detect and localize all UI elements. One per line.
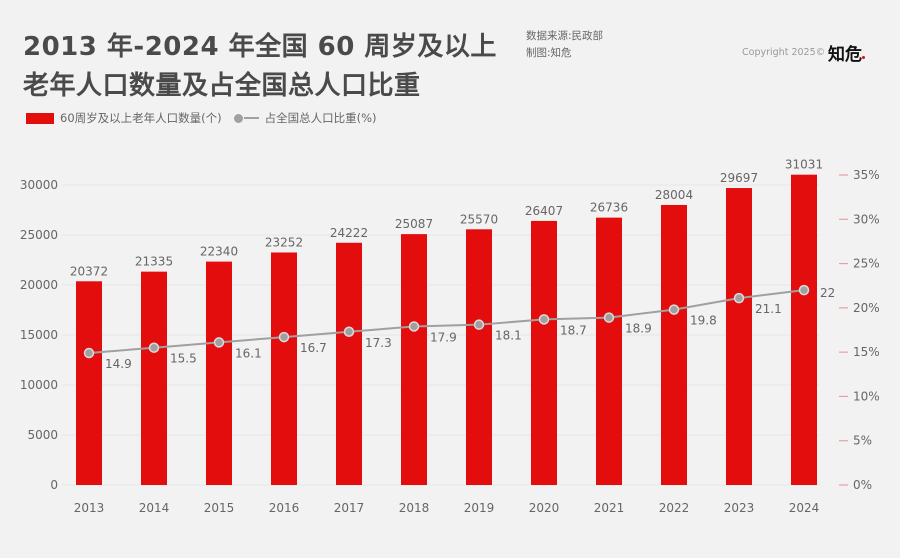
data-source: 数据来源:民政部 [526,30,604,42]
right-axis-ticks: 0% 5% 10% 15% 20% 25% 30% 35% [839,168,880,492]
ratio-point [538,314,550,325]
ratio-point [798,284,810,296]
ratio-point [733,292,745,304]
bar-value-label: 26407 [525,204,563,218]
ratio-value-label: 17.3 [365,336,392,350]
right-axis-tick-label: 5% [853,434,872,448]
chart-author: 制图:知危 [526,47,572,59]
x-axis-tick-label: 2015 [204,501,235,515]
x-axis-tick-label: 2021 [594,501,625,515]
left-axis-tick-label: 20000 [20,278,58,292]
bar [401,234,427,485]
ratio-value-label: 16.7 [300,341,327,355]
right-axis-tick-label: 20% [853,301,880,315]
ratio-value-labels: 14.9 15.5 16.1 16.7 17.3 17.9 18.1 18.7 18.9 19.8… [105,286,835,371]
ratio-point [343,326,355,338]
bar-value-label: 31031 [785,158,823,172]
ratio-value-label: 15.5 [170,352,197,366]
bar-value-label: 20372 [70,264,108,278]
ratio-point [278,331,290,343]
ratio-value-label: 14.9 [105,357,132,371]
chart-meta: 数据来源:民政部 制图:知危 [526,28,603,62]
line-legend-swatch-icon [233,113,259,123]
left-axis-ticks: 0 5000 10000 15000 20000 25000 30000 [20,178,58,492]
x-axis-tick-label: 2019 [464,501,495,515]
bar-value-label: 25570 [460,212,498,226]
legend-bar-label: 60周岁及以上老年人口数量(个) [60,111,222,125]
chart-title: 2013 年-2024 年全国 60 周岁及以上 老年人口数量及占全国总人口比重 [23,28,497,106]
ratio-value-label: 18.9 [625,322,652,336]
bar [141,271,167,485]
bar-value-label: 26736 [590,201,628,215]
ratio-point [668,304,680,315]
ratio-point [148,342,160,353]
left-axis-tick-label: 0 [50,478,58,492]
left-axis-tick-label: 15000 [20,328,58,342]
title-line-2: 老年人口数量及占全国总人口比重 [23,71,421,101]
brand-dot-icon [862,56,865,59]
brand-logo: 知危 [828,45,862,65]
bar [596,217,622,485]
bar [466,229,492,485]
x-axis-tick-label: 2022 [659,501,690,515]
bar [531,220,557,485]
bar [336,242,362,485]
bar [661,204,687,485]
bar-value-label: 28004 [655,188,693,202]
bar-value-label: 24222 [330,226,368,240]
ratio-line-path [88,289,805,355]
ratio-point [83,347,95,359]
ratio-value-label: 18.7 [560,323,587,337]
right-axis-tick-label: 35% [853,168,880,182]
x-axis-tick-label: 2023 [724,501,755,515]
right-axis-tick-label: 25% [853,257,880,271]
bar [726,188,752,485]
ratio-point [408,321,420,332]
title-line-1: 2013 年-2024 年全国 60 周岁及以上 [23,32,497,62]
x-axis-tick-label: 2018 [399,501,430,515]
bar [76,281,102,485]
ratio-line [83,284,810,359]
bar-legend-swatch-icon [26,112,54,124]
ratio-value-label: 17.9 [430,330,457,344]
ratio-value-label: 22 [820,286,835,300]
chart-legend: 60周岁及以上老年人口数量(个) 占全国总人口比重(%) [26,110,377,126]
x-axis-tick-label: 2017 [334,501,365,515]
ratio-point [473,319,485,330]
bar-value-label: 22340 [200,245,238,259]
x-axis-tick-label: 2020 [529,501,560,515]
ratio-value-label: 19.8 [690,314,717,328]
x-axis-tick-label: 2014 [139,501,170,515]
x-axis-tick-label: 2016 [269,501,300,515]
ratio-value-label: 16.1 [235,346,262,360]
right-axis-tick-label: 30% [853,212,880,226]
copyright-text: Copyright 2025© [742,47,826,58]
right-axis-tick-label: 15% [853,345,880,359]
ratio-point [603,312,615,323]
left-axis-tick-label: 5000 [27,428,58,442]
x-axis-tick-label: 2024 [789,501,820,515]
ratio-value-label: 21.1 [755,302,782,316]
right-axis-tick-label: 10% [853,389,880,403]
bars [76,174,817,485]
left-axis-tick-label: 25000 [20,228,58,242]
bar-value-label: 23252 [265,235,303,249]
bar-value-label: 29697 [720,171,758,185]
bar [206,261,232,485]
bar-value-label: 21335 [135,255,173,269]
ratio-point [213,337,225,348]
right-axis-tick-label: 0% [853,478,872,492]
x-axis-ticks: 2013 2014 2015 2016 2017 2018 2019 2020 2021 2022… [74,501,820,515]
ratio-value-label: 18.1 [495,329,522,343]
legend-line-label: 占全国总人口比重(%) [264,111,377,125]
left-axis-tick-label: 10000 [20,378,58,392]
bar-value-labels: 20372 21335 22340 23252 24222 25087 25570 26407… [70,158,823,279]
grid-lines [62,184,820,486]
bar-value-label: 25087 [395,217,433,231]
x-axis-tick-label: 2013 [74,501,105,515]
bar [271,252,297,485]
left-axis-tick-label: 30000 [20,178,58,192]
bar [791,174,817,485]
